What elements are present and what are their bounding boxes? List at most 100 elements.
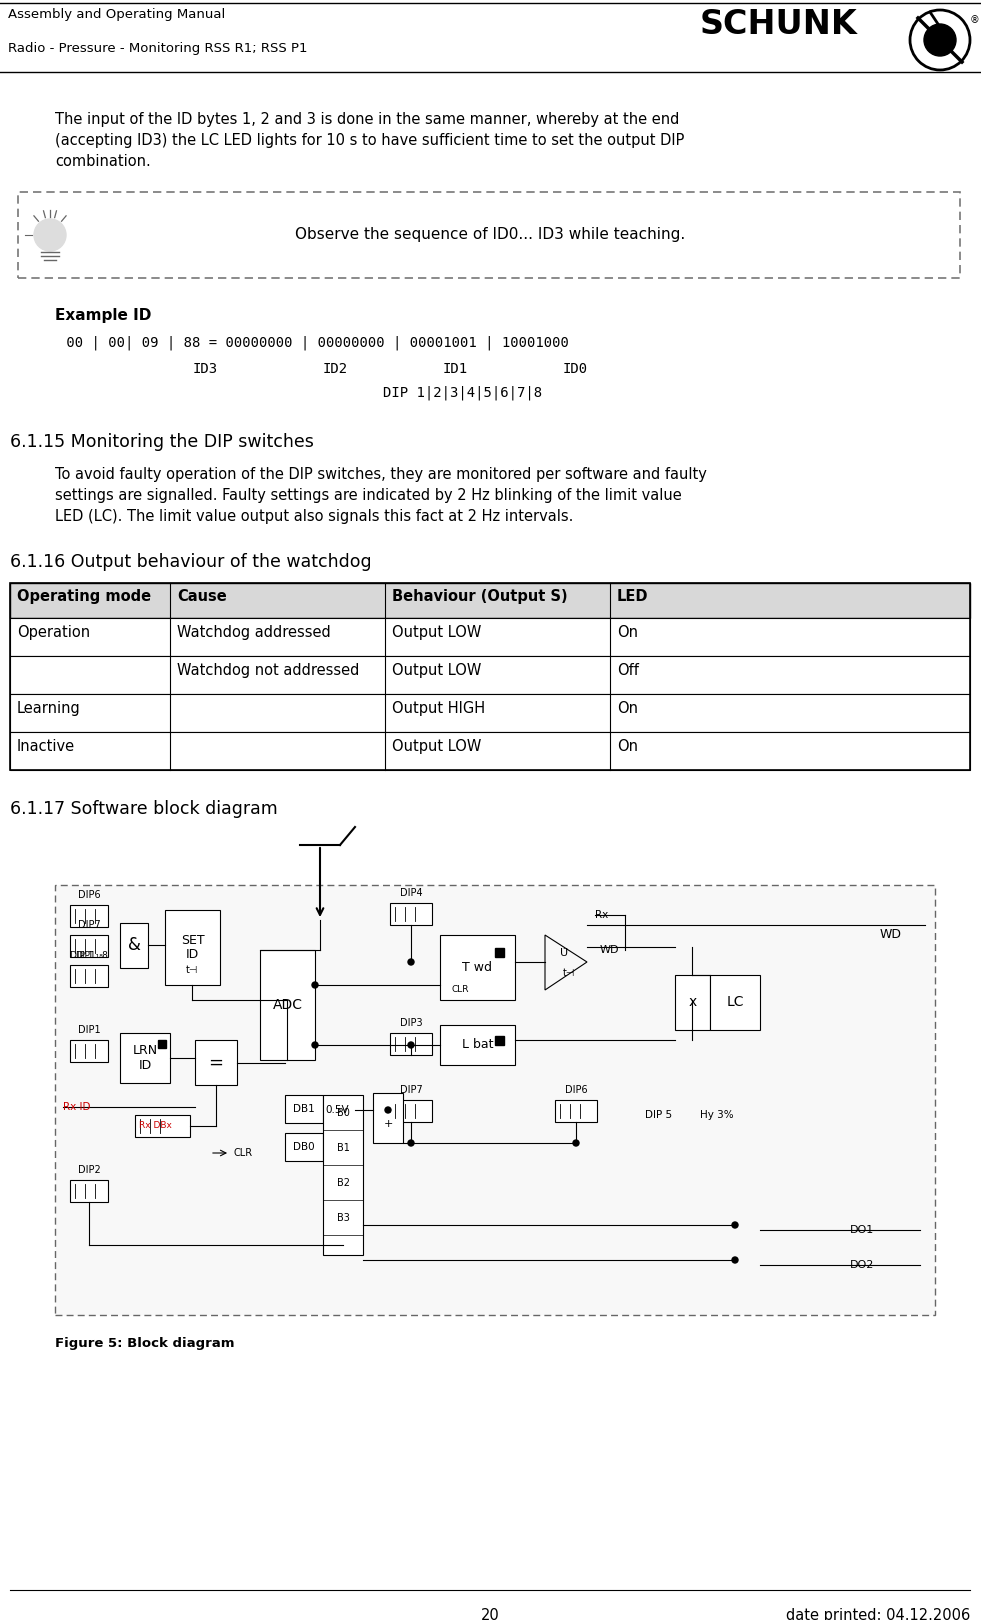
- Bar: [495, 1037, 504, 1045]
- Text: LED (LC). The limit value output also signals this fact at 2 Hz intervals.: LED (LC). The limit value output also si…: [55, 509, 573, 523]
- Text: Ü: Ü: [560, 948, 568, 957]
- Text: DO1: DO1: [850, 1225, 874, 1234]
- Bar: [195, 1040, 237, 1085]
- Text: B1: B1: [336, 1144, 349, 1153]
- Text: 20: 20: [481, 1609, 499, 1620]
- Text: ®: ®: [970, 15, 980, 24]
- Circle shape: [924, 24, 956, 57]
- Bar: [70, 1040, 108, 1063]
- Text: Learning: Learning: [17, 701, 80, 716]
- Text: x: x: [689, 996, 697, 1009]
- Bar: [555, 1100, 597, 1123]
- Text: DIP7: DIP7: [399, 1085, 423, 1095]
- Text: DIP4: DIP4: [399, 888, 422, 897]
- Text: Figure 5: Block diagram: Figure 5: Block diagram: [55, 1336, 234, 1349]
- Text: WD: WD: [600, 944, 619, 956]
- Bar: [390, 1100, 432, 1123]
- Bar: [323, 1095, 363, 1256]
- Text: =: =: [209, 1053, 224, 1071]
- Text: B3: B3: [336, 1213, 349, 1223]
- Bar: [10, 617, 970, 656]
- Bar: [390, 902, 432, 925]
- Text: ID3: ID3: [193, 361, 218, 376]
- Circle shape: [312, 982, 318, 988]
- Bar: [120, 1034, 170, 1084]
- Text: Output LOW: Output LOW: [392, 625, 482, 640]
- Text: DIP 1|2|3|4|5|6|7|8: DIP 1|2|3|4|5|6|7|8: [383, 386, 542, 400]
- Circle shape: [408, 1042, 414, 1048]
- Text: DIP2: DIP2: [77, 1165, 100, 1174]
- Bar: [440, 1025, 515, 1064]
- Bar: [10, 583, 970, 769]
- Circle shape: [385, 1106, 391, 1113]
- Text: CLR: CLR: [452, 985, 470, 995]
- Bar: [10, 693, 970, 732]
- Bar: [10, 583, 970, 617]
- Text: Example ID: Example ID: [55, 308, 151, 322]
- Text: -
+: - +: [384, 1106, 392, 1129]
- Text: ID2: ID2: [323, 361, 348, 376]
- Text: DIP 1...8: DIP 1...8: [70, 951, 108, 961]
- Bar: [165, 910, 220, 985]
- Text: SET
ID: SET ID: [181, 933, 204, 962]
- Text: Inactive: Inactive: [17, 739, 76, 753]
- Bar: [158, 1040, 166, 1048]
- Circle shape: [312, 1042, 318, 1048]
- Text: Rx: Rx: [595, 910, 608, 920]
- Bar: [55, 885, 935, 1315]
- Bar: [120, 923, 148, 969]
- Text: DB1: DB1: [293, 1103, 315, 1115]
- Text: The input of the ID bytes 1, 2 and 3 is done in the same manner, whereby at the : The input of the ID bytes 1, 2 and 3 is …: [55, 112, 680, 126]
- Text: DO2: DO2: [850, 1260, 874, 1270]
- Text: 6.1.15 Monitoring the DIP switches: 6.1.15 Monitoring the DIP switches: [10, 433, 314, 450]
- Text: On: On: [617, 625, 638, 640]
- Circle shape: [732, 1221, 738, 1228]
- Text: (accepting ID3) the LC LED lights for 10 s to have sufficient time to set the ou: (accepting ID3) the LC LED lights for 10…: [55, 133, 685, 147]
- Circle shape: [732, 1257, 738, 1264]
- Text: Operation: Operation: [17, 625, 90, 640]
- Bar: [70, 966, 108, 987]
- Text: ADC: ADC: [273, 998, 302, 1012]
- Bar: [285, 1132, 323, 1162]
- Text: Off: Off: [617, 663, 639, 679]
- Text: DIP1: DIP1: [77, 1025, 100, 1035]
- Text: DIP 5: DIP 5: [645, 1110, 672, 1119]
- Bar: [285, 1095, 323, 1123]
- Text: Output LOW: Output LOW: [392, 739, 482, 753]
- Circle shape: [408, 959, 414, 966]
- Circle shape: [573, 1140, 579, 1145]
- Text: Radio - Pressure - Monitoring RSS R1; RSS P1: Radio - Pressure - Monitoring RSS R1; RS…: [8, 42, 307, 55]
- Text: 0.5V: 0.5V: [325, 1105, 348, 1115]
- Bar: [260, 949, 315, 1059]
- Text: DIP1₁₈: DIP1₁₈: [76, 951, 103, 961]
- Text: DIP3: DIP3: [399, 1017, 422, 1029]
- Text: Operating mode: Operating mode: [17, 590, 151, 604]
- Text: WD: WD: [880, 928, 902, 941]
- Text: L bat: L bat: [462, 1038, 493, 1051]
- Text: B2: B2: [336, 1178, 349, 1187]
- Text: Observe the sequence of ID0... ID3 while teaching.: Observe the sequence of ID0... ID3 while…: [295, 227, 685, 243]
- Text: On: On: [617, 739, 638, 753]
- Bar: [135, 1115, 190, 1137]
- Text: Cause: Cause: [177, 590, 227, 604]
- Bar: [440, 935, 515, 1000]
- Text: LC: LC: [726, 996, 744, 1009]
- Text: combination.: combination.: [55, 154, 151, 168]
- Text: On: On: [617, 701, 638, 716]
- Text: Rx ID: Rx ID: [63, 1102, 90, 1111]
- Circle shape: [408, 1140, 414, 1145]
- Bar: [373, 1094, 403, 1144]
- Text: DB0: DB0: [293, 1142, 315, 1152]
- Bar: [70, 906, 108, 927]
- Text: date printed: 04.12.2006: date printed: 04.12.2006: [786, 1609, 970, 1620]
- Text: Watchdog not addressed: Watchdog not addressed: [177, 663, 359, 679]
- Text: t⊣: t⊣: [185, 966, 198, 975]
- Text: Behaviour (Output S): Behaviour (Output S): [392, 590, 568, 604]
- Text: DIP6: DIP6: [77, 889, 100, 901]
- Bar: [70, 935, 108, 957]
- Text: t⊣: t⊣: [563, 969, 576, 978]
- Bar: [675, 975, 710, 1030]
- Text: B0: B0: [336, 1108, 349, 1118]
- Bar: [70, 1179, 108, 1202]
- Text: LRN
ID: LRN ID: [132, 1043, 158, 1072]
